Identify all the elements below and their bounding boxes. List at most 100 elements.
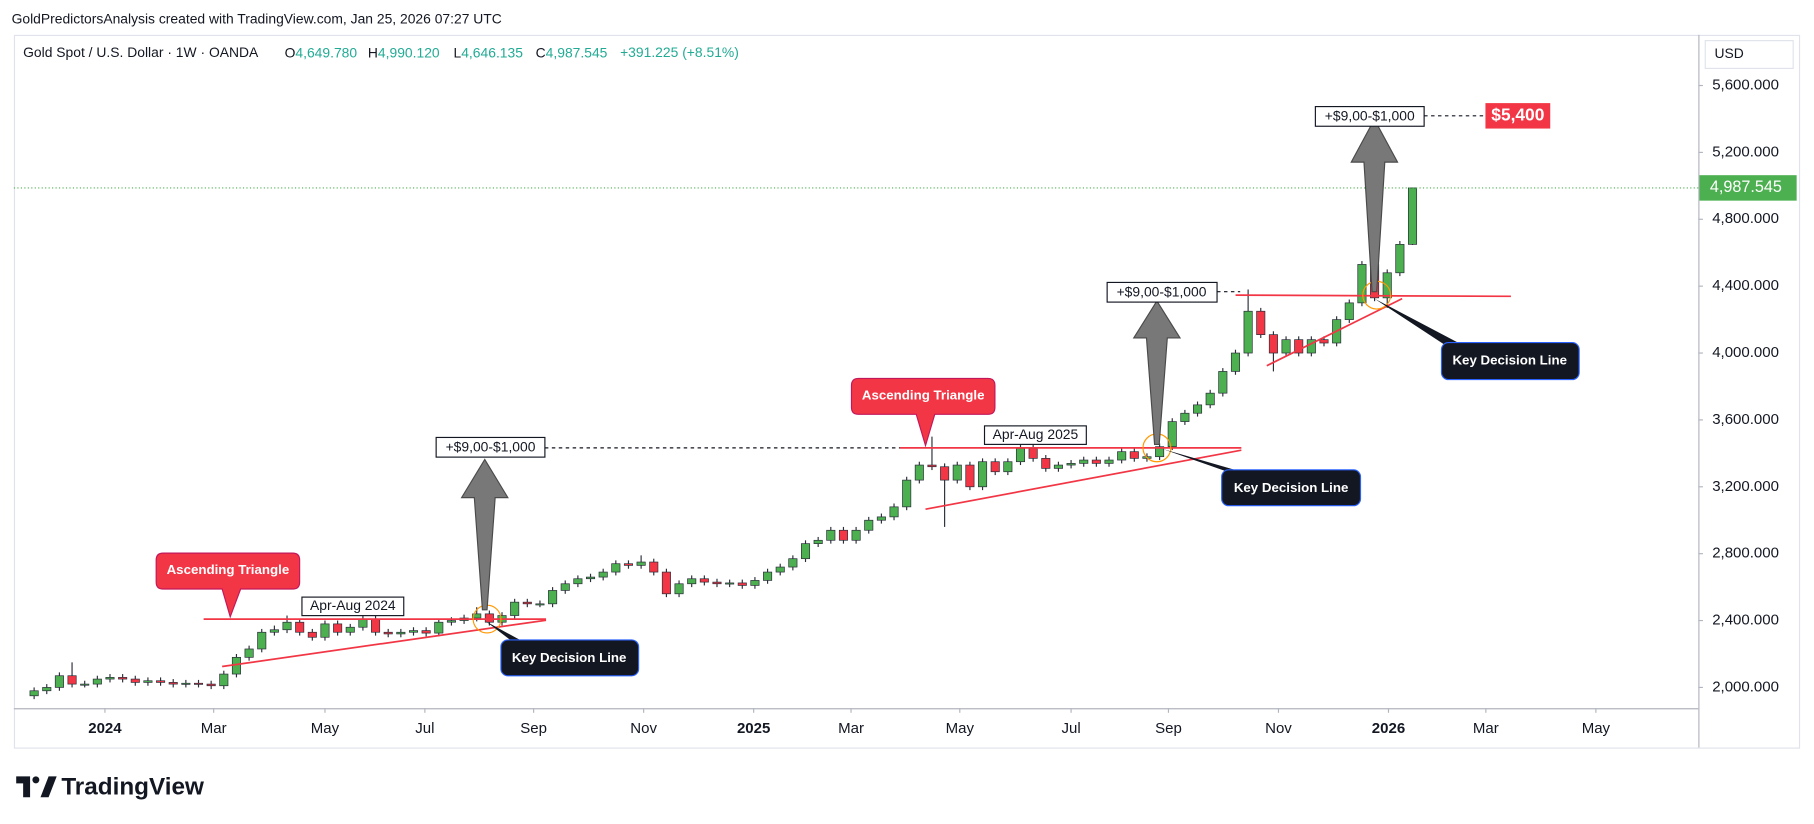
symbol: Gold Spot / U.S. Dollar · 1W · OANDA bbox=[23, 44, 259, 60]
candle-body bbox=[535, 603, 545, 606]
candle-body bbox=[1028, 447, 1038, 459]
candle-body bbox=[927, 464, 937, 468]
candle-body bbox=[636, 561, 646, 566]
candle-body bbox=[1003, 461, 1013, 473]
candle-body bbox=[371, 618, 381, 633]
candle-body bbox=[965, 464, 975, 488]
callout-text: Ascending Triangle bbox=[167, 562, 290, 577]
callout-tail bbox=[485, 621, 527, 644]
y-tick-label: 3,200.000 bbox=[1712, 478, 1779, 495]
field-label: C bbox=[536, 44, 546, 60]
x-tick-label: 2024 bbox=[88, 720, 122, 737]
candle-body bbox=[902, 479, 912, 508]
candle-body bbox=[611, 563, 621, 573]
logo-mark bbox=[32, 776, 40, 784]
candle-body bbox=[510, 601, 520, 616]
y-tick-label: 5,600.000 bbox=[1712, 76, 1779, 93]
candle-body bbox=[1268, 334, 1278, 354]
candle-body bbox=[269, 629, 279, 633]
candle-body bbox=[484, 613, 494, 623]
candle-body bbox=[105, 677, 115, 680]
candle-body bbox=[143, 680, 153, 683]
candle-body bbox=[282, 621, 292, 631]
x-tick-label: 2026 bbox=[1372, 720, 1405, 737]
candle-body bbox=[674, 583, 684, 595]
arrow bbox=[460, 458, 509, 611]
candle-body bbox=[54, 675, 64, 688]
candle-body bbox=[586, 576, 596, 580]
candle-body bbox=[990, 461, 1000, 473]
candle-body bbox=[813, 539, 823, 544]
candle-body bbox=[763, 571, 773, 581]
field-value: 4,646.135 bbox=[461, 44, 523, 60]
candle-body bbox=[206, 683, 216, 687]
candle-body bbox=[687, 578, 697, 585]
candle-body bbox=[29, 690, 39, 697]
x-tick-label: May bbox=[1582, 720, 1611, 737]
candle-body bbox=[446, 620, 456, 623]
target-box bbox=[1485, 103, 1551, 129]
candle-body bbox=[421, 630, 431, 634]
candle-body bbox=[1066, 463, 1076, 466]
support-line bbox=[221, 619, 547, 668]
candle-body bbox=[156, 680, 166, 683]
candle-body bbox=[130, 678, 140, 683]
candle-body bbox=[1357, 264, 1367, 304]
target-text: $5,400 bbox=[1491, 104, 1544, 124]
candle-body bbox=[1395, 244, 1405, 274]
candle-body bbox=[1230, 352, 1240, 372]
candle-body bbox=[1205, 392, 1215, 406]
label-box bbox=[1106, 281, 1218, 303]
candle-body bbox=[661, 571, 671, 595]
logo-mark bbox=[16, 776, 31, 798]
candle-body bbox=[472, 613, 482, 619]
x-tick-label: 2025 bbox=[737, 720, 770, 737]
candle-body bbox=[725, 582, 735, 585]
candle-body bbox=[699, 578, 709, 583]
y-tick-label: 2,800.000 bbox=[1712, 545, 1779, 562]
support-line bbox=[1266, 297, 1403, 367]
callout bbox=[155, 552, 301, 619]
label-text: +$9,00-$1,000 bbox=[1117, 284, 1207, 300]
candle-body bbox=[649, 561, 659, 573]
callout-text: Key Decision Line bbox=[1452, 353, 1567, 368]
candle-body bbox=[623, 563, 633, 566]
candle-body bbox=[219, 673, 229, 687]
field-value: 4,987.545 bbox=[546, 44, 608, 60]
candle-body bbox=[851, 529, 861, 541]
y-tick-label: 2,400.000 bbox=[1712, 612, 1779, 629]
ohlc-field: O4,649.780 bbox=[285, 44, 358, 60]
arrow bbox=[1132, 299, 1182, 445]
candle-body bbox=[1407, 187, 1418, 245]
candle-body bbox=[1104, 459, 1114, 464]
field-value: 4,990.120 bbox=[378, 44, 440, 60]
support-line bbox=[925, 449, 1242, 511]
candle-body bbox=[914, 464, 924, 481]
candle-body bbox=[750, 580, 760, 586]
drawings: Ascending Triangle Apr-Aug 2024 +$9,00-$… bbox=[155, 103, 1580, 677]
candle-body bbox=[826, 529, 836, 541]
candle-body bbox=[978, 461, 988, 488]
candle-body bbox=[1193, 404, 1203, 414]
label-box bbox=[1314, 106, 1425, 127]
candle-body bbox=[573, 578, 583, 585]
candle-body bbox=[244, 648, 254, 658]
candle-body bbox=[1079, 459, 1089, 464]
last-price-badge bbox=[1699, 175, 1797, 201]
x-tick-label: Mar bbox=[1473, 720, 1499, 737]
candle-body bbox=[1041, 458, 1051, 469]
candle-body bbox=[307, 631, 317, 638]
candle-body bbox=[434, 621, 444, 634]
candle-body bbox=[1319, 339, 1329, 344]
candle-body bbox=[1117, 451, 1127, 461]
candle-body bbox=[396, 631, 406, 635]
candle-body bbox=[775, 566, 785, 573]
candle-body bbox=[712, 581, 722, 585]
candle-body bbox=[1180, 412, 1190, 422]
label-text: +$9,00-$1,000 bbox=[446, 439, 536, 455]
candle-body bbox=[168, 682, 178, 685]
candle-body bbox=[1218, 371, 1228, 394]
candle-body bbox=[257, 631, 267, 650]
candle-body bbox=[1053, 464, 1063, 469]
callout bbox=[1221, 469, 1362, 507]
